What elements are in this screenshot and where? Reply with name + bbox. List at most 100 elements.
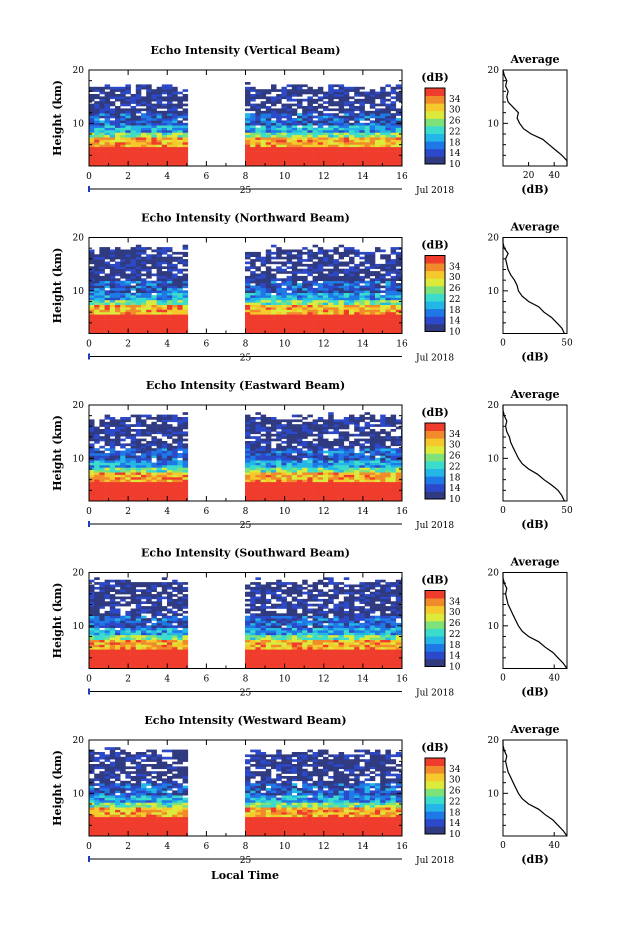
heatmap-cell (281, 261, 287, 265)
heatmap-cell (286, 280, 293, 284)
heatmap-cell (245, 460, 251, 463)
heatmap-cell (390, 331, 397, 334)
heatmap-cell (245, 132, 251, 136)
heatmap-cell (333, 287, 339, 291)
heatmap-cell (130, 139, 137, 143)
heatmap-cell (104, 101, 111, 104)
heatmap-cell (317, 295, 324, 298)
heatmap-cell (120, 273, 126, 277)
heatmap-cell (333, 103, 339, 107)
heatmap-cell (343, 455, 350, 459)
heatmap-cell (364, 472, 371, 475)
heatmap-cell (390, 280, 397, 284)
heatmap-cell (317, 263, 324, 267)
heatmap-cell (182, 151, 189, 155)
heatmap-cell (323, 292, 329, 296)
heatmap-cell (390, 474, 397, 478)
heatmap-cell (338, 103, 345, 107)
heatmap-cell (255, 465, 261, 468)
heatmap-cell (297, 467, 303, 471)
heatmap-cell (146, 156, 152, 160)
heatmap-cell (354, 429, 360, 432)
heatmap-cell (130, 453, 137, 456)
heatmap-cell (255, 453, 261, 456)
heatmap-cell (323, 132, 329, 136)
heatmap-cell (286, 158, 293, 162)
heatmap-cell (307, 96, 313, 100)
colorbar-frame (424, 255, 446, 332)
heatmap-cell (99, 285, 105, 289)
heatmap-cell (343, 295, 350, 298)
heatmap-cell (182, 103, 189, 107)
heatmap-cell (115, 316, 121, 320)
heatmap-cell (291, 457, 298, 461)
heatmap-cell (167, 493, 173, 497)
heatmap-cell (260, 285, 267, 289)
heatmap-cell (104, 304, 111, 308)
heatmap-cell (255, 412, 261, 415)
heatmap-cell (120, 417, 126, 420)
heatmap-cell (94, 261, 100, 265)
heatmap-cell (141, 326, 147, 329)
heatmap-cell (317, 120, 324, 124)
heatmap-cell (286, 130, 293, 133)
heatmap-cell (323, 326, 329, 329)
heatmap-cell (250, 108, 256, 112)
heatmap-cell (245, 319, 251, 322)
heatmap-cell (250, 479, 256, 483)
heatmap-cell (146, 460, 152, 463)
heatmap-cell (385, 144, 391, 148)
heatmap-cell (156, 280, 163, 284)
heatmap-cell (115, 426, 121, 430)
heatmap-cell (94, 122, 100, 126)
heatmap-cell (125, 261, 131, 265)
heatmap-cell (104, 278, 111, 281)
heatmap-cell (343, 287, 350, 291)
heatmap-cell (276, 295, 282, 298)
heatmap-cell (255, 457, 261, 461)
heatmap-cell (302, 163, 308, 167)
colorbar-cell (425, 295, 445, 298)
heatmap-cell (260, 304, 267, 308)
heatmap-cell (281, 149, 287, 152)
heatmap-cell (281, 91, 287, 95)
heatmap-cell (291, 285, 298, 289)
heatmap-cell (89, 266, 95, 269)
heatmap-cell (255, 96, 261, 100)
heatmap-cell (328, 254, 334, 257)
heatmap-cell (343, 331, 350, 334)
heatmap-cell (172, 331, 178, 334)
heatmap-cell (151, 431, 157, 435)
heatmap-cell (115, 421, 121, 425)
heatmap-cell (312, 156, 319, 160)
heatmap-cell (359, 108, 365, 112)
heatmap-cell (255, 462, 261, 466)
heatmap-cell (286, 455, 293, 459)
heatmap-cell (182, 275, 189, 279)
colorbar-cell (425, 148, 445, 152)
heatmap-cell (333, 134, 339, 138)
heatmap-cell (125, 479, 131, 483)
heatmap-cell (109, 477, 116, 480)
heatmap-cell (276, 137, 282, 140)
heatmap-cell (323, 285, 329, 289)
heatmap-cell (265, 278, 272, 281)
heatmap-cell (172, 280, 178, 284)
heatmap-cell (94, 132, 100, 136)
average-frame (502, 237, 568, 334)
heatmap-cell (245, 268, 251, 272)
heatmap-cell (135, 419, 142, 423)
heatmap-cell (323, 161, 329, 164)
heatmap-cell (167, 125, 173, 128)
heatmap-cell (156, 254, 163, 257)
heatmap-cell (390, 247, 397, 250)
heatmap-cell (89, 292, 95, 296)
colorbar-tick-label: 30 (449, 106, 461, 116)
colorbar-cell (425, 310, 445, 313)
heatmap-cell (307, 287, 313, 291)
heatmap-cell (276, 307, 282, 310)
heatmap-cell (182, 144, 189, 148)
heatmap-cell (151, 498, 157, 502)
heatmap-cell (369, 433, 376, 437)
heatmap-cell (307, 134, 313, 138)
